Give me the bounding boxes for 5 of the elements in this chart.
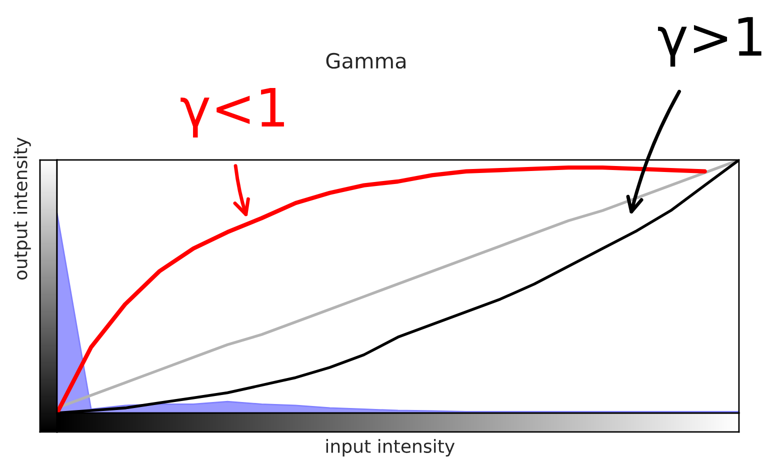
x-axis-title: input intensity <box>326 439 455 456</box>
text: γ<1 <box>180 88 284 138</box>
y-axis-title: output intensity <box>13 138 31 280</box>
chart-title: Gamma <box>326 52 406 69</box>
text: γ>1 <box>658 17 762 67</box>
